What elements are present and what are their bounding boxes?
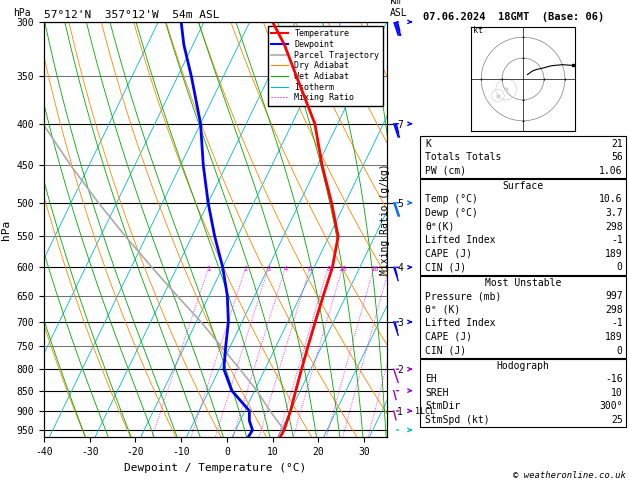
Text: EH: EH <box>425 374 437 384</box>
Text: kt: kt <box>473 26 483 35</box>
Text: StmSpd (kt): StmSpd (kt) <box>425 415 490 425</box>
Text: 16: 16 <box>370 265 378 272</box>
Text: θᵉ (K): θᵉ (K) <box>425 305 460 315</box>
Text: 0: 0 <box>617 346 623 356</box>
Text: -1: -1 <box>611 318 623 329</box>
Text: 6: 6 <box>308 265 312 272</box>
Text: K: K <box>425 139 431 149</box>
X-axis label: Dewpoint / Temperature (°C): Dewpoint / Temperature (°C) <box>125 463 306 473</box>
Text: 298: 298 <box>605 222 623 232</box>
Text: Mixing Ratio (g/kg): Mixing Ratio (g/kg) <box>380 163 390 275</box>
Text: 298: 298 <box>605 305 623 315</box>
Text: Surface: Surface <box>503 181 543 191</box>
Text: CAPE (J): CAPE (J) <box>425 332 472 342</box>
Text: Dewp (°C): Dewp (°C) <box>425 208 478 218</box>
Text: 07.06.2024  18GMT  (Base: 06): 07.06.2024 18GMT (Base: 06) <box>423 12 604 22</box>
Text: 10: 10 <box>611 388 623 398</box>
Text: 3: 3 <box>267 265 271 272</box>
Text: PW (cm): PW (cm) <box>425 166 466 176</box>
Text: 1: 1 <box>207 265 211 272</box>
Text: Totals Totals: Totals Totals <box>425 152 501 162</box>
Text: Pressure (mb): Pressure (mb) <box>425 291 501 301</box>
Text: 4: 4 <box>284 265 287 272</box>
Text: © weatheronline.co.uk: © weatheronline.co.uk <box>513 471 626 480</box>
Text: 56: 56 <box>611 152 623 162</box>
Text: Hodograph: Hodograph <box>496 361 550 371</box>
Text: 57°12'N  357°12'W  54m ASL: 57°12'N 357°12'W 54m ASL <box>44 10 220 20</box>
Text: CIN (J): CIN (J) <box>425 262 466 273</box>
Text: 0: 0 <box>617 262 623 273</box>
Text: 3.7: 3.7 <box>605 208 623 218</box>
Text: 2: 2 <box>243 265 248 272</box>
Text: 189: 189 <box>605 332 623 342</box>
Text: SREH: SREH <box>425 388 448 398</box>
Text: 20: 20 <box>385 265 394 272</box>
Text: CIN (J): CIN (J) <box>425 346 466 356</box>
Text: Lifted Index: Lifted Index <box>425 235 496 245</box>
Text: 997: 997 <box>605 291 623 301</box>
Text: 21: 21 <box>611 139 623 149</box>
Text: hPa: hPa <box>13 8 31 17</box>
Text: 28: 28 <box>409 265 417 272</box>
Text: StmDir: StmDir <box>425 401 460 412</box>
Text: 25: 25 <box>611 415 623 425</box>
Text: Lifted Index: Lifted Index <box>425 318 496 329</box>
Text: CAPE (J): CAPE (J) <box>425 249 472 259</box>
Text: 10: 10 <box>338 265 347 272</box>
Y-axis label: hPa: hPa <box>1 220 11 240</box>
Text: θᵉ(K): θᵉ(K) <box>425 222 455 232</box>
Text: 1LCL: 1LCL <box>415 407 435 416</box>
Text: 300°: 300° <box>599 401 623 412</box>
Legend: Temperature, Dewpoint, Parcel Trajectory, Dry Adiabat, Wet Adiabat, Isotherm, Mi: Temperature, Dewpoint, Parcel Trajectory… <box>268 26 382 105</box>
Text: 8: 8 <box>326 265 330 272</box>
Text: Most Unstable: Most Unstable <box>485 278 561 288</box>
Text: 10.6: 10.6 <box>599 194 623 205</box>
Text: 189: 189 <box>605 249 623 259</box>
Text: -1: -1 <box>611 235 623 245</box>
Text: km
ASL: km ASL <box>390 0 408 17</box>
Text: 1.06: 1.06 <box>599 166 623 176</box>
Text: -16: -16 <box>605 374 623 384</box>
Text: Temp (°C): Temp (°C) <box>425 194 478 205</box>
